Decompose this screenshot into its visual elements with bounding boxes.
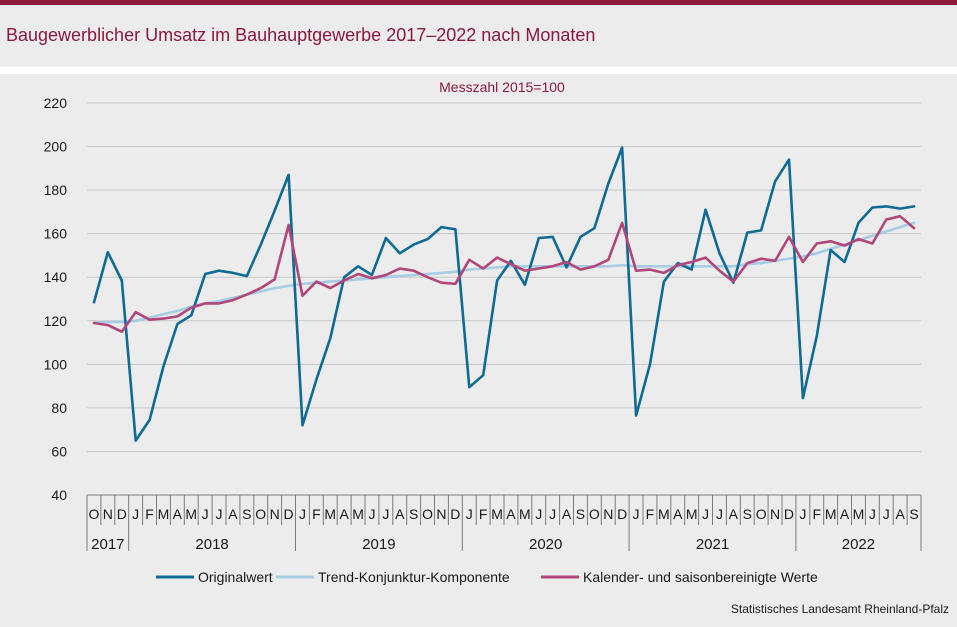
series-line-original bbox=[92, 146, 916, 442]
month-label: J bbox=[799, 506, 806, 522]
y-tick-label: 200 bbox=[44, 139, 68, 155]
year-label: 2019 bbox=[362, 536, 395, 553]
month-label: J bbox=[883, 506, 890, 522]
y-tick-label: 140 bbox=[44, 269, 68, 285]
month-label: F bbox=[479, 506, 488, 522]
month-label: D bbox=[784, 506, 794, 522]
month-label: A bbox=[673, 506, 683, 522]
header: Baugewerblicher Umsatz im Bauhauptgewerb… bbox=[0, 5, 957, 67]
y-tick-label: 180 bbox=[44, 182, 68, 198]
legend-label-adjusted: Kalender- und saisonbereinigte Werte bbox=[583, 569, 818, 585]
month-label: J bbox=[869, 506, 876, 522]
chart-panel: Messzahl 2015=100 40 60 80 100 120 140 160 180 2… bbox=[0, 74, 957, 627]
page-title: Baugewerblicher Umsatz im Bauhauptgewerb… bbox=[6, 25, 596, 45]
month-label: M bbox=[658, 506, 670, 522]
month-label: A bbox=[562, 506, 572, 522]
month-label: S bbox=[409, 506, 418, 522]
year-label: 2017 bbox=[91, 536, 124, 553]
month-label: O bbox=[589, 506, 600, 522]
month-label: F bbox=[145, 506, 154, 522]
month-label: F bbox=[312, 506, 321, 522]
month-label: J bbox=[368, 506, 375, 522]
month-label: M bbox=[491, 506, 503, 522]
month-label: M bbox=[853, 506, 865, 522]
month-label: N bbox=[103, 506, 113, 522]
month-label: J bbox=[299, 506, 306, 522]
series-line-trend bbox=[92, 221, 916, 325]
month-label: J bbox=[716, 506, 723, 522]
month-label: J bbox=[202, 506, 209, 522]
y-tick-label: 120 bbox=[44, 313, 68, 329]
month-label: J bbox=[216, 506, 223, 522]
month-label: O bbox=[255, 506, 266, 522]
source-note: Statistisches Landesamt Rheinland-Pfalz bbox=[730, 602, 949, 616]
month-label: F bbox=[812, 506, 821, 522]
top-accent-bar bbox=[0, 0, 957, 5]
line-chart: Messzahl 2015=100 40 60 80 100 120 140 160 180 2… bbox=[44, 79, 922, 585]
month-label: J bbox=[382, 506, 389, 522]
month-label: A bbox=[339, 506, 349, 522]
month-label: A bbox=[729, 506, 739, 522]
month-label: N bbox=[770, 506, 780, 522]
legend-label-original: Originalwert bbox=[198, 569, 273, 585]
month-label: A bbox=[895, 506, 905, 522]
y-tick-label: 80 bbox=[51, 400, 67, 416]
month-label: A bbox=[506, 506, 516, 522]
y-tick-label: 100 bbox=[44, 356, 68, 372]
y-tick-label: 220 bbox=[44, 95, 68, 111]
month-label: J bbox=[702, 506, 709, 522]
month-label: J bbox=[466, 506, 473, 522]
legend-label-trend: Trend-Konjunktur-Komponente bbox=[318, 569, 510, 585]
month-label: D bbox=[450, 506, 460, 522]
year-label: 2018 bbox=[195, 536, 228, 553]
month-label: J bbox=[535, 506, 542, 522]
month-label: O bbox=[89, 506, 100, 522]
legend: Originalwert Trend-Konjunktur-Komponente… bbox=[156, 569, 818, 585]
month-label: O bbox=[422, 506, 433, 522]
year-label: 2020 bbox=[529, 536, 562, 553]
month-label: J bbox=[633, 506, 640, 522]
month-label: S bbox=[242, 506, 251, 522]
month-label: S bbox=[576, 506, 585, 522]
month-label: F bbox=[646, 506, 655, 522]
month-label: A bbox=[173, 506, 183, 522]
month-label: S bbox=[909, 506, 918, 522]
y-axis: 40 60 80 100 120 140 160 180 200 220 bbox=[44, 95, 68, 503]
month-label: O bbox=[756, 506, 767, 522]
month-label: D bbox=[283, 506, 293, 522]
y-tick-label: 60 bbox=[51, 443, 67, 459]
y-tick-label: 40 bbox=[51, 487, 67, 503]
series-lines bbox=[92, 146, 916, 442]
month-label: J bbox=[132, 506, 139, 522]
month-label: M bbox=[158, 506, 170, 522]
month-label: N bbox=[436, 506, 446, 522]
month-label: N bbox=[603, 506, 613, 522]
month-label: M bbox=[324, 506, 336, 522]
month-label: D bbox=[117, 506, 127, 522]
series-line-adjusted bbox=[92, 214, 916, 334]
month-label: S bbox=[743, 506, 752, 522]
year-label: 2022 bbox=[842, 536, 875, 553]
month-label: M bbox=[825, 506, 837, 522]
month-label: N bbox=[270, 506, 280, 522]
chart-subtitle: Messzahl 2015=100 bbox=[439, 79, 565, 95]
month-label: M bbox=[519, 506, 531, 522]
month-label: A bbox=[840, 506, 850, 522]
month-label: M bbox=[185, 506, 197, 522]
month-label: J bbox=[549, 506, 556, 522]
month-label: A bbox=[228, 506, 238, 522]
month-label: M bbox=[686, 506, 698, 522]
month-label: D bbox=[617, 506, 627, 522]
y-tick-label: 160 bbox=[44, 226, 68, 242]
year-label: 2021 bbox=[696, 536, 729, 553]
month-label: M bbox=[352, 506, 364, 522]
month-label: A bbox=[395, 506, 405, 522]
